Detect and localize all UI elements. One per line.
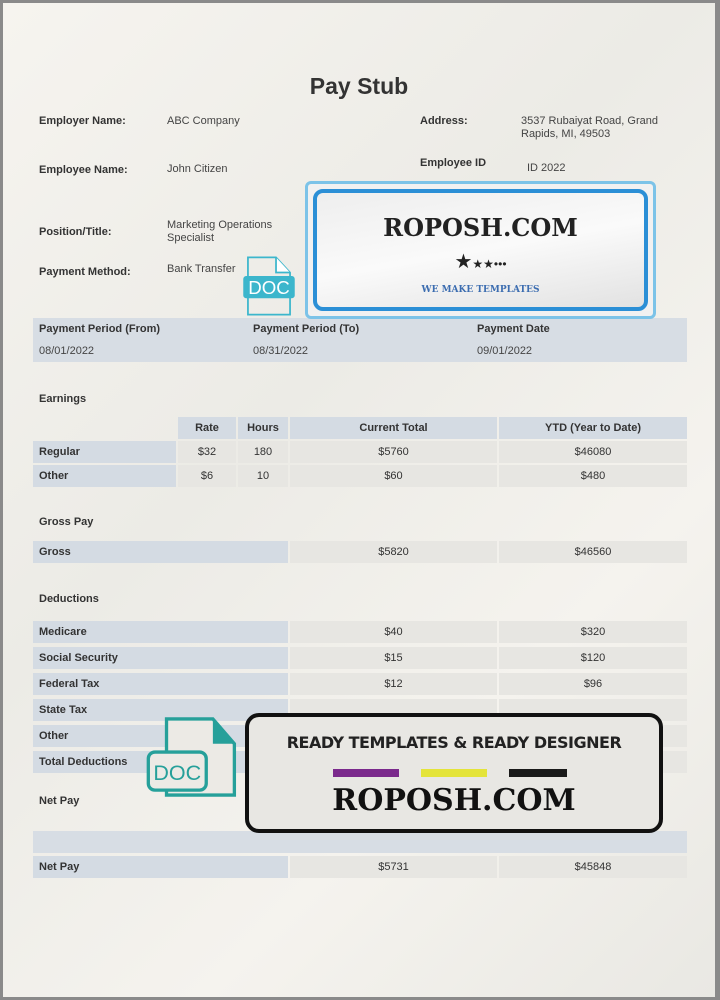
- row-label: Other: [33, 465, 176, 487]
- row-label: Medicare: [33, 621, 288, 643]
- doc-icon-text: DOC: [248, 277, 290, 298]
- ready-templates-watermark: READY TEMPLATES & READY DESIGNER ROPOSH.…: [245, 713, 663, 833]
- ytd: $320: [499, 621, 687, 643]
- employee-value: John Citizen: [167, 163, 228, 175]
- pay-stub-page: Pay Stub Employer Name: ABC Company Addr…: [3, 3, 715, 997]
- ytd: $46080: [499, 441, 687, 463]
- address-label: Address:: [420, 115, 468, 127]
- period-band: [33, 318, 687, 362]
- current-total: $5760: [290, 441, 497, 463]
- yellow-bar: [421, 769, 487, 777]
- current-total: $5820: [290, 541, 497, 563]
- address-line1: 3537 Rubaiyat Road, Grand: [521, 115, 658, 127]
- employer-label: Employer Name:: [39, 115, 126, 127]
- ytd: $46560: [499, 541, 687, 563]
- watermark-brand: ROPOSH.COM: [383, 213, 578, 242]
- current-total: $12: [290, 673, 497, 695]
- header-ytd: YTD (Year to Date): [499, 417, 687, 439]
- net-pay-header-band: [33, 831, 687, 853]
- ytd: $45848: [499, 856, 687, 878]
- purple-bar: [333, 769, 399, 777]
- current-total: $5731: [290, 856, 497, 878]
- earnings-title: Earnings: [39, 393, 87, 405]
- header-current: Current Total: [290, 417, 497, 439]
- row-label: Gross: [33, 541, 288, 563]
- payment-method-value: Bank Transfer: [167, 263, 236, 275]
- current-total: $15: [290, 647, 497, 669]
- deductions-title: Deductions: [39, 593, 99, 605]
- row-label: Regular: [33, 441, 176, 463]
- employee-label: Employee Name:: [39, 164, 128, 176]
- employee-id-label: Employee ID: [420, 157, 487, 169]
- watermark-headline: READY TEMPLATES & READY DESIGNER: [286, 733, 622, 752]
- position-label: Position/Title:: [39, 226, 112, 238]
- hours: 10: [238, 465, 288, 487]
- period-to-label: Payment Period (To): [253, 323, 360, 335]
- address-line2: Rapids, MI, 49503: [521, 128, 611, 140]
- position-value: Marketing Operations Specialist: [167, 219, 273, 244]
- current-total: $60: [290, 465, 497, 487]
- row-label: Federal Tax: [33, 673, 288, 695]
- black-bar: [509, 769, 567, 777]
- payment-date-label: Payment Date: [477, 323, 550, 335]
- period-to-value: 08/31/2022: [253, 345, 309, 357]
- period-from-label: Payment Period (From): [39, 323, 161, 335]
- gross-title: Gross Pay: [39, 516, 94, 528]
- ytd: $120: [499, 647, 687, 669]
- row-label: State Tax: [33, 699, 288, 721]
- row-label: Net Pay: [33, 856, 288, 878]
- header-rate: Rate: [178, 417, 236, 439]
- net-pay-title: Net Pay: [39, 795, 80, 807]
- doc-file-icon: DOC: [243, 256, 295, 316]
- rate: $6: [178, 465, 236, 487]
- employer-value: ABC Company: [167, 115, 240, 127]
- doc-file-icon-2: DOC: [146, 717, 237, 797]
- period-from-value: 08/01/2022: [39, 345, 95, 357]
- stars-icon: ★★★•••: [454, 251, 507, 273]
- ytd: $96: [499, 673, 687, 695]
- watermark-tagline: WE MAKE TEMPLATES: [421, 285, 540, 295]
- payment-method-label: Payment Method:: [39, 266, 131, 278]
- page-title: Pay Stub: [309, 73, 409, 99]
- hours: 180: [238, 441, 288, 463]
- row-label: Social Security: [33, 647, 288, 669]
- payment-date-value: 09/01/2022: [477, 345, 533, 357]
- current-total: $40: [290, 621, 497, 643]
- ytd: $480: [499, 465, 687, 487]
- watermark-brand-2: ROPOSH.COM: [332, 783, 576, 818]
- employee-id-value: ID 2022: [527, 162, 566, 174]
- roposh-watermark: ROPOSH.COM ★★★••• WE MAKE TEMPLATES: [305, 181, 656, 319]
- doc-icon-text-2: DOC: [153, 761, 201, 785]
- header-hours: Hours: [238, 417, 288, 439]
- rate: $32: [178, 441, 236, 463]
